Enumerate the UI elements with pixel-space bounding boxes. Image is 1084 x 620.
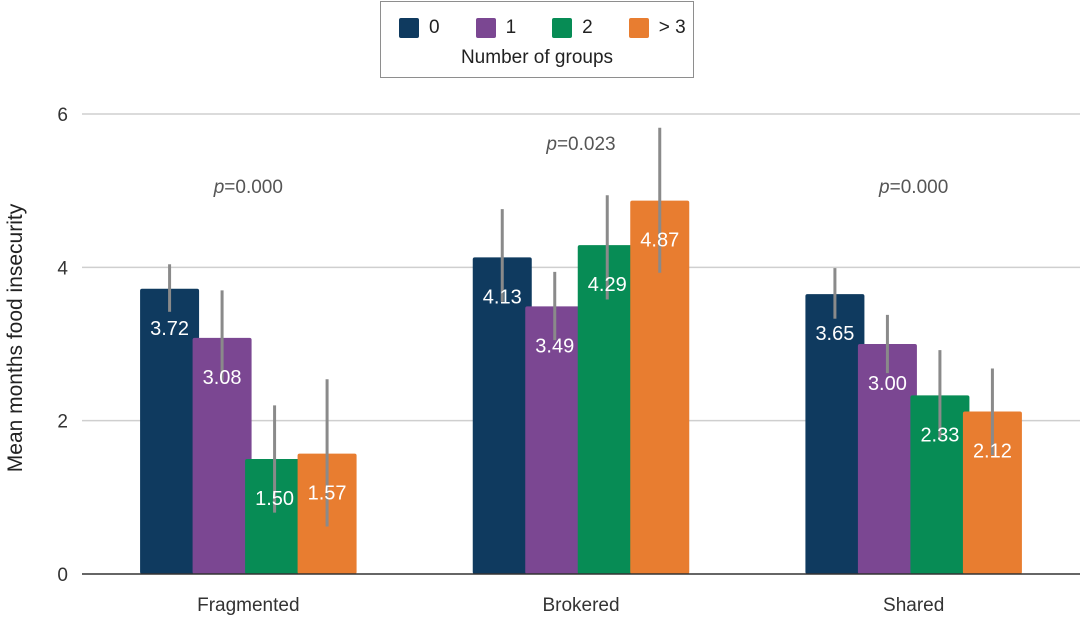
bar: [577, 245, 637, 574]
bar: [962, 411, 1022, 574]
bar: [857, 344, 917, 574]
legend-item: 2: [552, 17, 593, 39]
legend-label: 0: [429, 17, 440, 38]
bar: [472, 257, 532, 574]
bar: [245, 459, 305, 574]
p-value-annotation: p=0.000: [878, 177, 948, 198]
legend-item: 1: [475, 17, 517, 39]
y-axis-label: Mean months food insecurity: [4, 203, 27, 472]
data-label: 1.50: [255, 488, 294, 510]
y-tick-label: 4: [57, 258, 68, 279]
legend-swatch: [399, 18, 419, 38]
y-tick-label: 2: [57, 412, 68, 433]
data-label: 2.12: [973, 440, 1012, 462]
data-label: 3.49: [535, 335, 574, 357]
legend-item: 0: [399, 17, 440, 39]
axes: 0 2 4 6 Fragmented Brokered Shared: [57, 105, 1080, 616]
bar: [140, 288, 200, 574]
y-tick-label: 0: [57, 565, 68, 586]
legend-entries: 0 1 2 > 3: [399, 17, 686, 39]
legend-title: Number of groups: [460, 47, 614, 68]
value-labels: 3.72 3.08 1.50 1.57 4.13 3.49 4.29 4.87 3.65 3.00…: [150, 134, 1012, 510]
x-tick-label: Brokered: [542, 595, 619, 616]
x-tick-label: Shared: [883, 595, 944, 616]
y-tick-label: 6: [57, 105, 68, 126]
data-label: 2.33: [920, 424, 959, 446]
p-value-annotation: p=0.023: [545, 134, 615, 155]
bar: [910, 395, 970, 574]
data-label: 1.57: [308, 483, 347, 505]
bar: [630, 200, 690, 574]
data-label: 3.08: [203, 367, 242, 389]
legend-label: > 3: [658, 17, 686, 38]
p-value-annotation: p=0.000: [213, 177, 283, 198]
legend-swatch: [475, 18, 496, 38]
error-bars: [168, 127, 994, 527]
bar: [525, 306, 585, 574]
data-label: 4.29: [588, 274, 627, 296]
data-label: 3.65: [815, 323, 854, 345]
data-label: 4.13: [483, 286, 522, 308]
legend-label: 2: [582, 17, 593, 38]
legend: 0 1 2 > 3 Number of groups: [380, 1, 694, 78]
legend-item: > 3: [628, 17, 686, 39]
bar: [805, 294, 865, 574]
legend-swatch: [628, 18, 649, 38]
bars: [140, 200, 1022, 574]
bar: [192, 337, 252, 574]
data-label: 4.87: [640, 230, 679, 252]
x-tick-label: Fragmented: [197, 595, 299, 616]
data-label: 3.72: [150, 318, 189, 340]
data-label: 3.00: [868, 373, 907, 395]
legend-label: 1: [505, 17, 517, 38]
legend-swatch: [552, 18, 573, 38]
